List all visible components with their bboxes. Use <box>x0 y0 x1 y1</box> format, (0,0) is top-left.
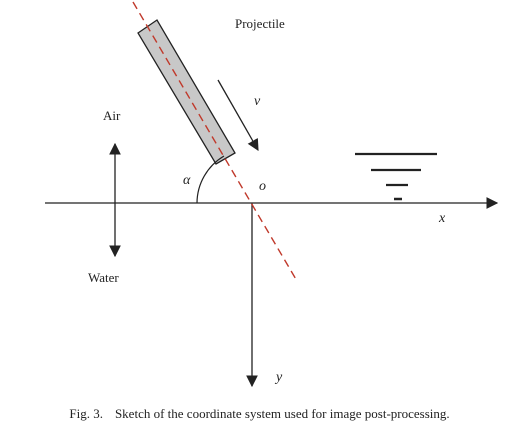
water-surface-symbol <box>355 152 437 201</box>
angle-arc <box>196 155 225 204</box>
angle-label: α <box>183 173 191 188</box>
velocity-arrow <box>217 79 259 152</box>
projectile-label: Projectile <box>235 16 285 31</box>
water-label: Water <box>88 270 119 285</box>
figure-caption: Fig. 3. Sketch of the coordinate system u… <box>0 406 519 422</box>
figure-number: Fig. 3. <box>69 406 103 421</box>
air-label: Air <box>103 108 121 123</box>
origin-label: o <box>259 179 266 194</box>
coordinate-system-diagram: Projectile v Air Water α o x y <box>45 1 499 388</box>
caption-text: Sketch of the coordinate system used for… <box>114 406 450 421</box>
x-axis-label: x <box>438 211 446 226</box>
y-axis-label: y <box>274 370 283 385</box>
velocity-label: v <box>254 94 261 109</box>
trajectory-line <box>132 1 298 282</box>
